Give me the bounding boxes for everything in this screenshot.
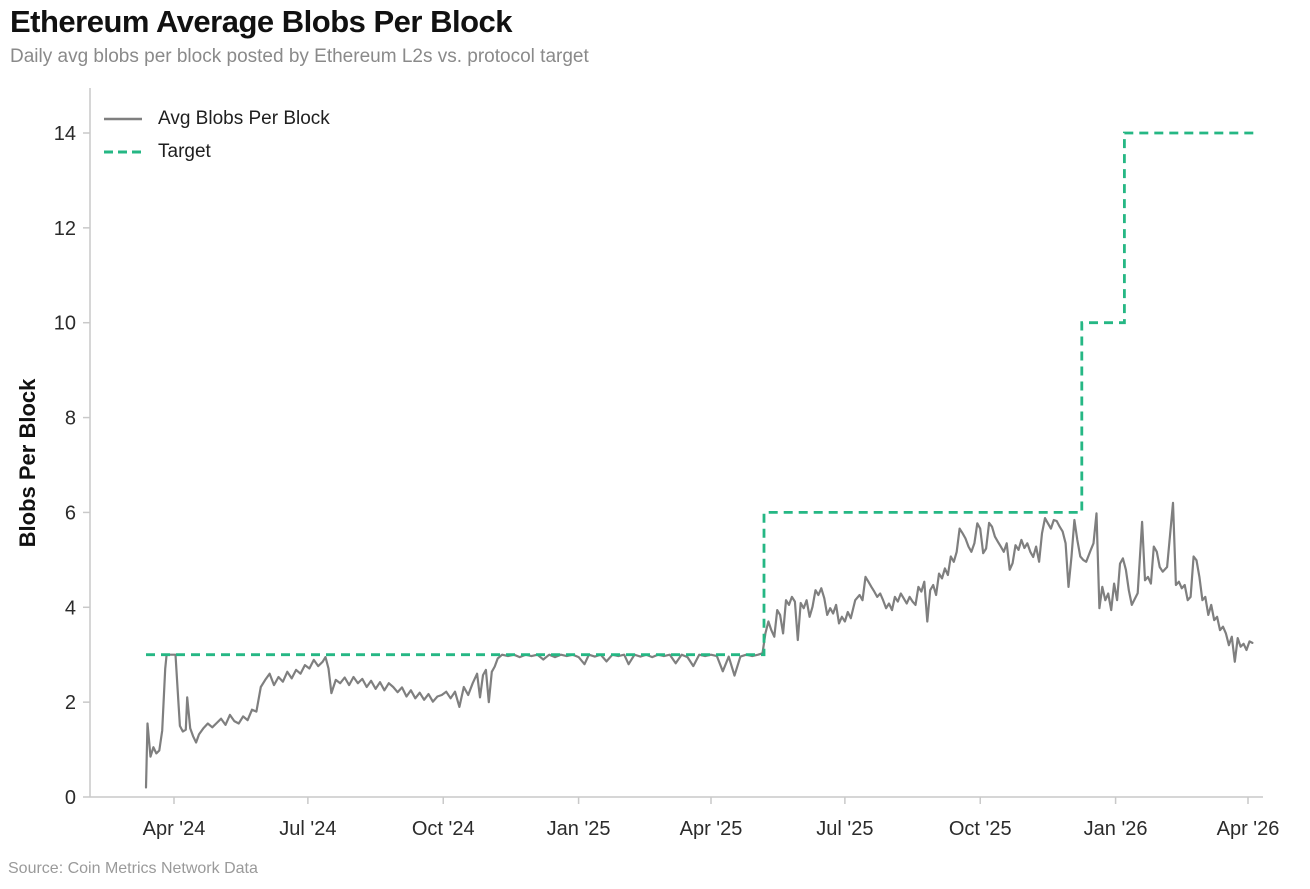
svg-text:Oct '25: Oct '25 [949, 818, 1012, 840]
chart-legend: Avg Blobs Per Block Target [104, 102, 330, 168]
svg-text:Jan '25: Jan '25 [547, 818, 611, 840]
svg-text:Oct '24: Oct '24 [412, 818, 475, 840]
source-note: Source: Coin Metrics Network Data [8, 860, 258, 877]
chart-subtitle: Daily avg blobs per block posted by Ethe… [10, 46, 589, 67]
dashed-line-icon [104, 150, 142, 153]
svg-text:Jan '26: Jan '26 [1084, 818, 1148, 840]
chart-header: Ethereum Average Blobs Per Block Daily a… [10, 4, 589, 68]
legend-label-target: Target [158, 140, 211, 162]
svg-text:6: 6 [65, 502, 76, 524]
svg-text:0: 0 [65, 787, 76, 809]
svg-text:Jul '25: Jul '25 [816, 818, 873, 840]
y-axis-title: Blobs Per Block [15, 378, 40, 548]
svg-text:Jul '24: Jul '24 [279, 818, 336, 840]
svg-text:4: 4 [65, 597, 76, 619]
page-title: Ethereum Average Blobs Per Block [10, 4, 512, 39]
svg-text:Apr '25: Apr '25 [680, 818, 743, 840]
legend-item-avg: Avg Blobs Per Block [104, 102, 330, 135]
svg-text:Apr '24: Apr '24 [143, 818, 206, 840]
solid-line-icon [104, 117, 142, 120]
legend-label-avg: Avg Blobs Per Block [158, 107, 330, 129]
svg-text:Apr '26: Apr '26 [1217, 818, 1280, 840]
svg-text:12: 12 [54, 218, 76, 240]
svg-text:14: 14 [54, 123, 76, 145]
svg-text:8: 8 [65, 408, 76, 430]
svg-text:10: 10 [54, 313, 76, 335]
legend-item-target: Target [104, 135, 330, 168]
svg-text:2: 2 [65, 692, 76, 714]
